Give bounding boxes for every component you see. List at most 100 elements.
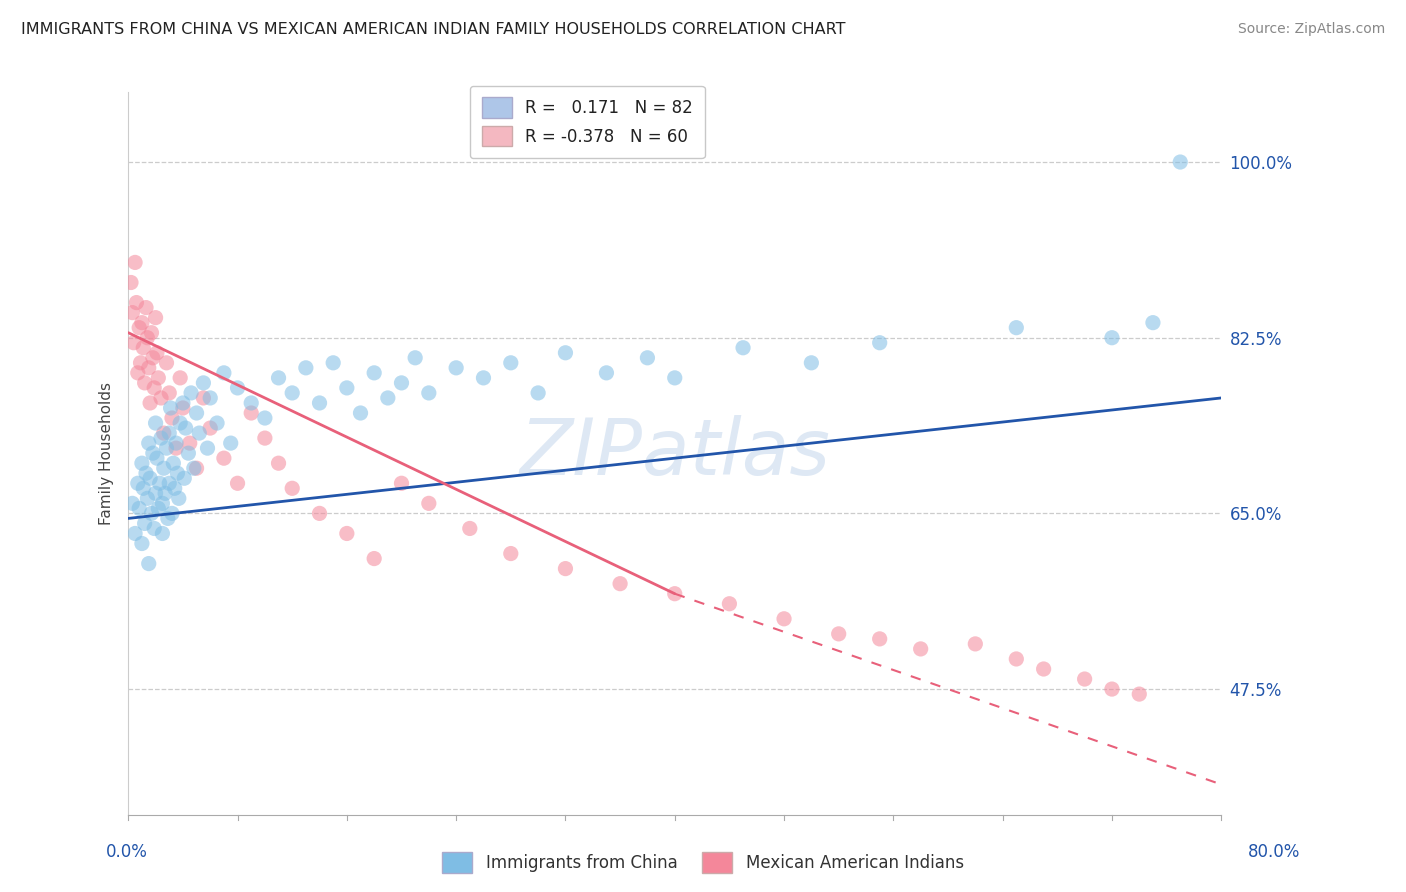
Point	[180, 386, 202, 401]
Point	[149, 476, 172, 491]
Point	[253, 411, 276, 425]
Point	[664, 587, 686, 601]
Point	[1032, 662, 1054, 676]
Point	[554, 345, 576, 359]
Point	[458, 521, 481, 535]
Point	[163, 481, 186, 495]
Point	[136, 331, 159, 345]
Point	[1073, 672, 1095, 686]
Point	[226, 381, 249, 395]
Point	[166, 467, 188, 481]
Point	[527, 386, 550, 401]
Point	[132, 481, 155, 495]
Point	[212, 451, 235, 466]
Point	[141, 326, 163, 340]
Point	[800, 356, 823, 370]
Point	[1005, 320, 1028, 334]
Point	[131, 456, 153, 470]
Point	[143, 521, 166, 535]
Point	[281, 386, 304, 401]
Point	[391, 476, 413, 491]
Point	[128, 320, 150, 334]
Point	[121, 305, 143, 319]
Point	[499, 356, 522, 370]
Point	[129, 356, 152, 370]
Point	[183, 461, 205, 475]
Point	[138, 360, 160, 375]
Point	[148, 501, 170, 516]
Point	[718, 597, 741, 611]
Point	[869, 632, 891, 646]
Point	[664, 371, 686, 385]
Point	[418, 496, 440, 510]
Point	[143, 381, 166, 395]
Point	[186, 406, 208, 420]
Point	[1128, 687, 1150, 701]
Point	[731, 341, 754, 355]
Point	[157, 476, 180, 491]
Point	[134, 516, 156, 531]
Point	[186, 461, 208, 475]
Point	[150, 431, 173, 445]
Point	[142, 446, 165, 460]
Point	[595, 366, 617, 380]
Point	[145, 416, 167, 430]
Point	[172, 401, 194, 415]
Point	[363, 366, 385, 380]
Point	[363, 551, 385, 566]
Point	[157, 426, 180, 441]
Point	[200, 391, 222, 405]
Point	[135, 301, 157, 315]
Point	[139, 471, 162, 485]
Point	[142, 351, 165, 365]
Point	[197, 441, 219, 455]
Point	[169, 416, 191, 430]
Point	[152, 461, 174, 475]
Point	[1142, 316, 1164, 330]
Point	[131, 536, 153, 550]
Point	[174, 421, 197, 435]
Point	[391, 376, 413, 390]
Point	[910, 641, 932, 656]
Point	[179, 436, 201, 450]
Point	[160, 411, 183, 425]
Text: ZIPatlas: ZIPatlas	[519, 415, 830, 491]
Point	[155, 356, 177, 370]
Point	[172, 396, 194, 410]
Point	[418, 386, 440, 401]
Point	[165, 436, 187, 450]
Point	[609, 576, 631, 591]
Point	[157, 386, 180, 401]
Point	[1101, 331, 1123, 345]
Point	[240, 396, 263, 410]
Point	[253, 431, 276, 445]
Point	[127, 366, 149, 380]
Point	[145, 310, 167, 325]
Point	[138, 557, 160, 571]
Point	[212, 366, 235, 380]
Point	[177, 446, 200, 460]
Point	[132, 341, 155, 355]
Point	[193, 391, 215, 405]
Point	[148, 371, 170, 385]
Point	[125, 295, 148, 310]
Point	[146, 345, 169, 359]
Point	[554, 561, 576, 575]
Point	[160, 507, 183, 521]
Point	[377, 391, 399, 405]
Point	[404, 351, 426, 365]
Point	[219, 436, 242, 450]
Point	[150, 391, 173, 405]
Point	[349, 406, 371, 420]
Point	[127, 476, 149, 491]
Point	[121, 496, 143, 510]
Point	[153, 486, 176, 500]
Point	[165, 441, 187, 455]
Point	[773, 612, 796, 626]
Point	[124, 526, 146, 541]
Text: 0.0%: 0.0%	[105, 843, 148, 861]
Text: IMMIGRANTS FROM CHINA VS MEXICAN AMERICAN INDIAN FAMILY HOUSEHOLDS CORRELATION C: IMMIGRANTS FROM CHINA VS MEXICAN AMERICA…	[21, 22, 845, 37]
Point	[141, 507, 163, 521]
Point	[131, 316, 153, 330]
Point	[205, 416, 228, 430]
